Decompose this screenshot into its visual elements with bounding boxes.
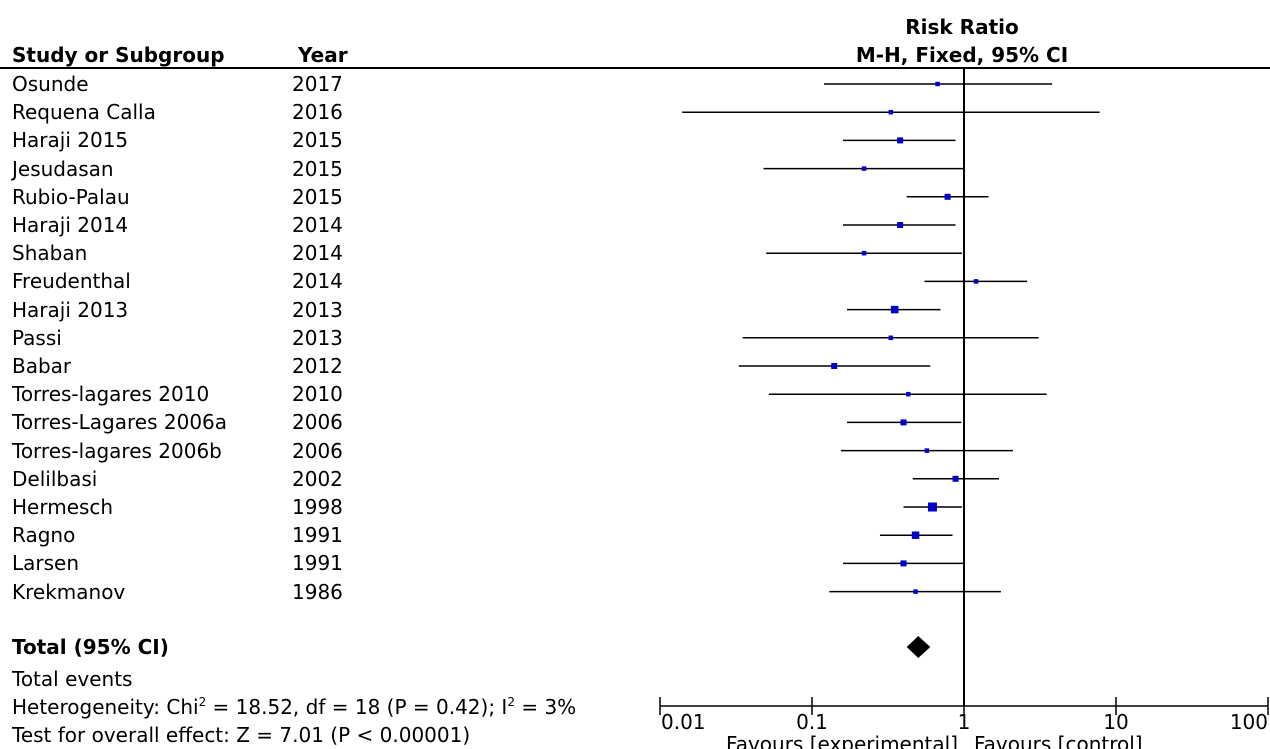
study-year: 2006 <box>292 438 343 463</box>
study-year: 2017 <box>292 72 343 96</box>
x-tick-label: 100 <box>1230 710 1268 734</box>
study-name: Shaban <box>12 241 88 266</box>
study-year: 2002 <box>292 466 343 491</box>
favours-control-caption: Favours [control] <box>974 732 1143 749</box>
study-name: Babar <box>12 354 72 378</box>
study-point-estimate <box>861 166 867 171</box>
risk-ratio-method-header: M-H, Fixed, 95% CI <box>855 43 1069 67</box>
study-year: 2006 <box>292 410 343 435</box>
study-year: 2012 <box>292 354 343 378</box>
study-year: 2014 <box>292 213 343 237</box>
study-year: 2016 <box>292 100 343 125</box>
study-year: 2015 <box>292 128 343 153</box>
study-point-estimate <box>831 363 838 369</box>
study-year: 2013 <box>292 325 343 350</box>
study-name: Freudenthal <box>12 269 131 294</box>
study-point-estimate <box>944 193 951 200</box>
x-tick-label: 0.01 <box>661 710 706 734</box>
study-point-estimate <box>913 589 918 594</box>
header-rule <box>0 67 1270 69</box>
study-name: Rubio-Palau <box>12 184 130 209</box>
study-point-estimate <box>897 137 904 144</box>
pooled-estimate-diamond <box>906 636 931 658</box>
study-year: 1998 <box>292 495 343 519</box>
study-point-estimate <box>900 560 907 567</box>
study-name: Torres-lagares 2006b <box>12 438 222 463</box>
study-point-estimate <box>906 391 911 397</box>
study-year: 2013 <box>292 297 343 322</box>
study-point-estimate <box>861 250 867 256</box>
study-name: Torres-Lagares 2006a <box>12 410 228 435</box>
study-column-header: Study or Subgroup <box>12 43 225 67</box>
study-name: Ragno <box>12 523 76 548</box>
study-year: 2015 <box>292 156 343 181</box>
study-point-estimate <box>952 475 959 482</box>
study-name: Passi <box>12 325 62 350</box>
study-year: 2015 <box>292 184 343 209</box>
total-label: Total (95% CI) <box>12 635 169 659</box>
study-point-estimate <box>911 531 920 539</box>
heterogeneity-stats: Heterogeneity: Chi2 = 18.52, df = 18 (P … <box>12 695 577 719</box>
study-name: Haraji 2013 <box>12 297 129 322</box>
x-tick-label: 1 <box>958 710 971 734</box>
study-name: Haraji 2015 <box>12 128 129 153</box>
study-year: 2010 <box>292 382 343 407</box>
favours-experimental-caption: Favours [experimental] <box>726 732 958 749</box>
total-events-label: Total events <box>12 667 133 691</box>
study-name: Torres-lagares 2010 <box>12 382 210 407</box>
study-year: 2014 <box>292 241 343 266</box>
study-name: Haraji 2014 <box>12 213 129 237</box>
study-year: 1991 <box>292 523 343 548</box>
study-year: 2014 <box>292 269 343 294</box>
study-year: 1986 <box>292 579 343 604</box>
study-year: 1991 <box>292 551 343 576</box>
risk-ratio-header: Risk Ratio <box>905 15 1019 39</box>
study-point-estimate <box>890 305 899 314</box>
study-name: Osunde <box>12 72 89 96</box>
study-point-estimate <box>900 419 907 426</box>
x-tick-label: 10 <box>1103 710 1128 734</box>
x-tick-label: 0.1 <box>796 710 828 734</box>
study-point-estimate <box>888 335 894 341</box>
study-point-estimate <box>888 109 894 115</box>
study-name: Larsen <box>12 551 80 576</box>
year-column-header: Year <box>298 43 348 67</box>
study-name: Krekmanov <box>12 579 126 604</box>
study-point-estimate <box>973 279 979 284</box>
study-name: Requena Calla <box>12 100 156 125</box>
study-point-estimate <box>935 81 940 87</box>
study-point-estimate <box>924 448 930 453</box>
study-point-estimate <box>897 222 904 228</box>
study-name: Hermesch <box>12 495 114 519</box>
study-name: Jesudasan <box>12 156 114 181</box>
study-name: Delilbasi <box>12 466 98 491</box>
study-point-estimate <box>927 502 937 512</box>
overall-effect-test: Test for overall effect: Z = 7.01 (P < 0… <box>12 723 471 747</box>
